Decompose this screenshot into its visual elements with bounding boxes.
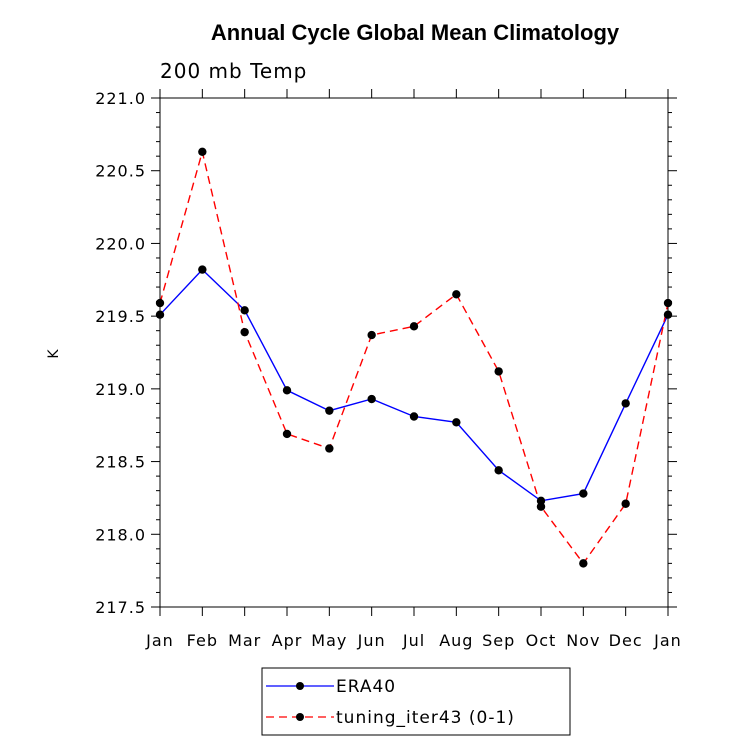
data-point-series-1: [282, 429, 292, 439]
y-axis-label: K: [46, 349, 62, 359]
data-point-series-1: [240, 327, 249, 337]
x-tick-label: Apr: [272, 631, 303, 650]
data-point-series-1: [536, 502, 546, 511]
legend-marker-tuning: [296, 713, 304, 721]
data-point-series-1: [494, 367, 503, 376]
y-tick-labels: 217.5 218.0 218.5 219.0 219.5 220.0 220.5 221.0: [95, 89, 146, 617]
y-tick-label: 220.5: [95, 162, 146, 181]
data-point-series-0: [621, 399, 630, 408]
data-point-series-0: [282, 386, 292, 395]
data-point-series-0: [579, 489, 588, 498]
y-tick-label: 219.0: [95, 380, 146, 399]
legend: ERA40 tuning_iter43 (0-1): [261, 667, 571, 736]
plot-frame: [159, 97, 669, 608]
data-point-series-0: [536, 496, 546, 506]
x-tick-label: Jun: [357, 631, 386, 650]
data-point-series-0: [663, 310, 673, 319]
x-tick-label: Mar: [228, 631, 261, 650]
legend-label-tuning: tuning_iter43 (0-1): [336, 708, 515, 728]
x-tick-label: Jul: [402, 631, 425, 650]
x-tick-label: Dec: [609, 631, 643, 650]
y-tick-label: 219.5: [95, 307, 146, 326]
data-point-series-1: [155, 298, 165, 308]
data-point-series-0: [155, 310, 165, 319]
legend-label-era40: ERA40: [336, 677, 396, 697]
data-point-series-0: [367, 394, 376, 404]
series-line-0: [159, 268, 669, 502]
data-point-series-0: [452, 418, 461, 427]
data-point-series-1: [621, 499, 630, 508]
y-tick-label: 218.0: [95, 525, 146, 544]
chart-subtitle: 200 mb Temp: [160, 59, 307, 83]
x-tick-labels: Jan Feb Mar Apr May Jun Jul Aug Sep Oct Nov Dec Jan: [145, 631, 682, 650]
data-point-series-1: [325, 444, 334, 453]
data-point-series-1: [452, 290, 461, 299]
data-point-series-1: [663, 298, 673, 308]
data-point-series-0: [198, 265, 207, 274]
data-point-series-1: [367, 330, 376, 340]
data-point-series-0: [325, 406, 334, 415]
y-tick-label: 220.0: [95, 234, 146, 253]
x-tick-label: Jan: [653, 631, 682, 650]
data-point-series-1: [579, 559, 588, 568]
x-tick-label: Aug: [439, 631, 473, 650]
series-line-1: [159, 151, 669, 565]
y-tick-label: 217.5: [95, 598, 146, 617]
x-tick-label: Jan: [145, 631, 174, 650]
x-tick-label: May: [311, 631, 347, 650]
data-point-series-0: [409, 412, 419, 421]
chart-title: Annual Cycle Global Mean Climatology: [211, 20, 620, 45]
axis-ticks: [151, 89, 677, 616]
y-tick-label: 221.0: [95, 89, 146, 108]
x-tick-label: Feb: [187, 631, 218, 650]
x-tick-label: Oct: [526, 631, 557, 650]
data-point-series-0: [494, 466, 503, 475]
legend-marker-era40: [296, 682, 304, 690]
x-tick-label: Sep: [482, 631, 515, 650]
x-tick-label: Nov: [566, 631, 600, 650]
data-point-series-0: [240, 306, 249, 315]
data-point-series-1: [198, 147, 207, 157]
y-tick-label: 218.5: [95, 453, 146, 472]
data-point-series-1: [409, 322, 419, 331]
legend-box: [261, 667, 571, 736]
series-layer: [155, 147, 673, 568]
